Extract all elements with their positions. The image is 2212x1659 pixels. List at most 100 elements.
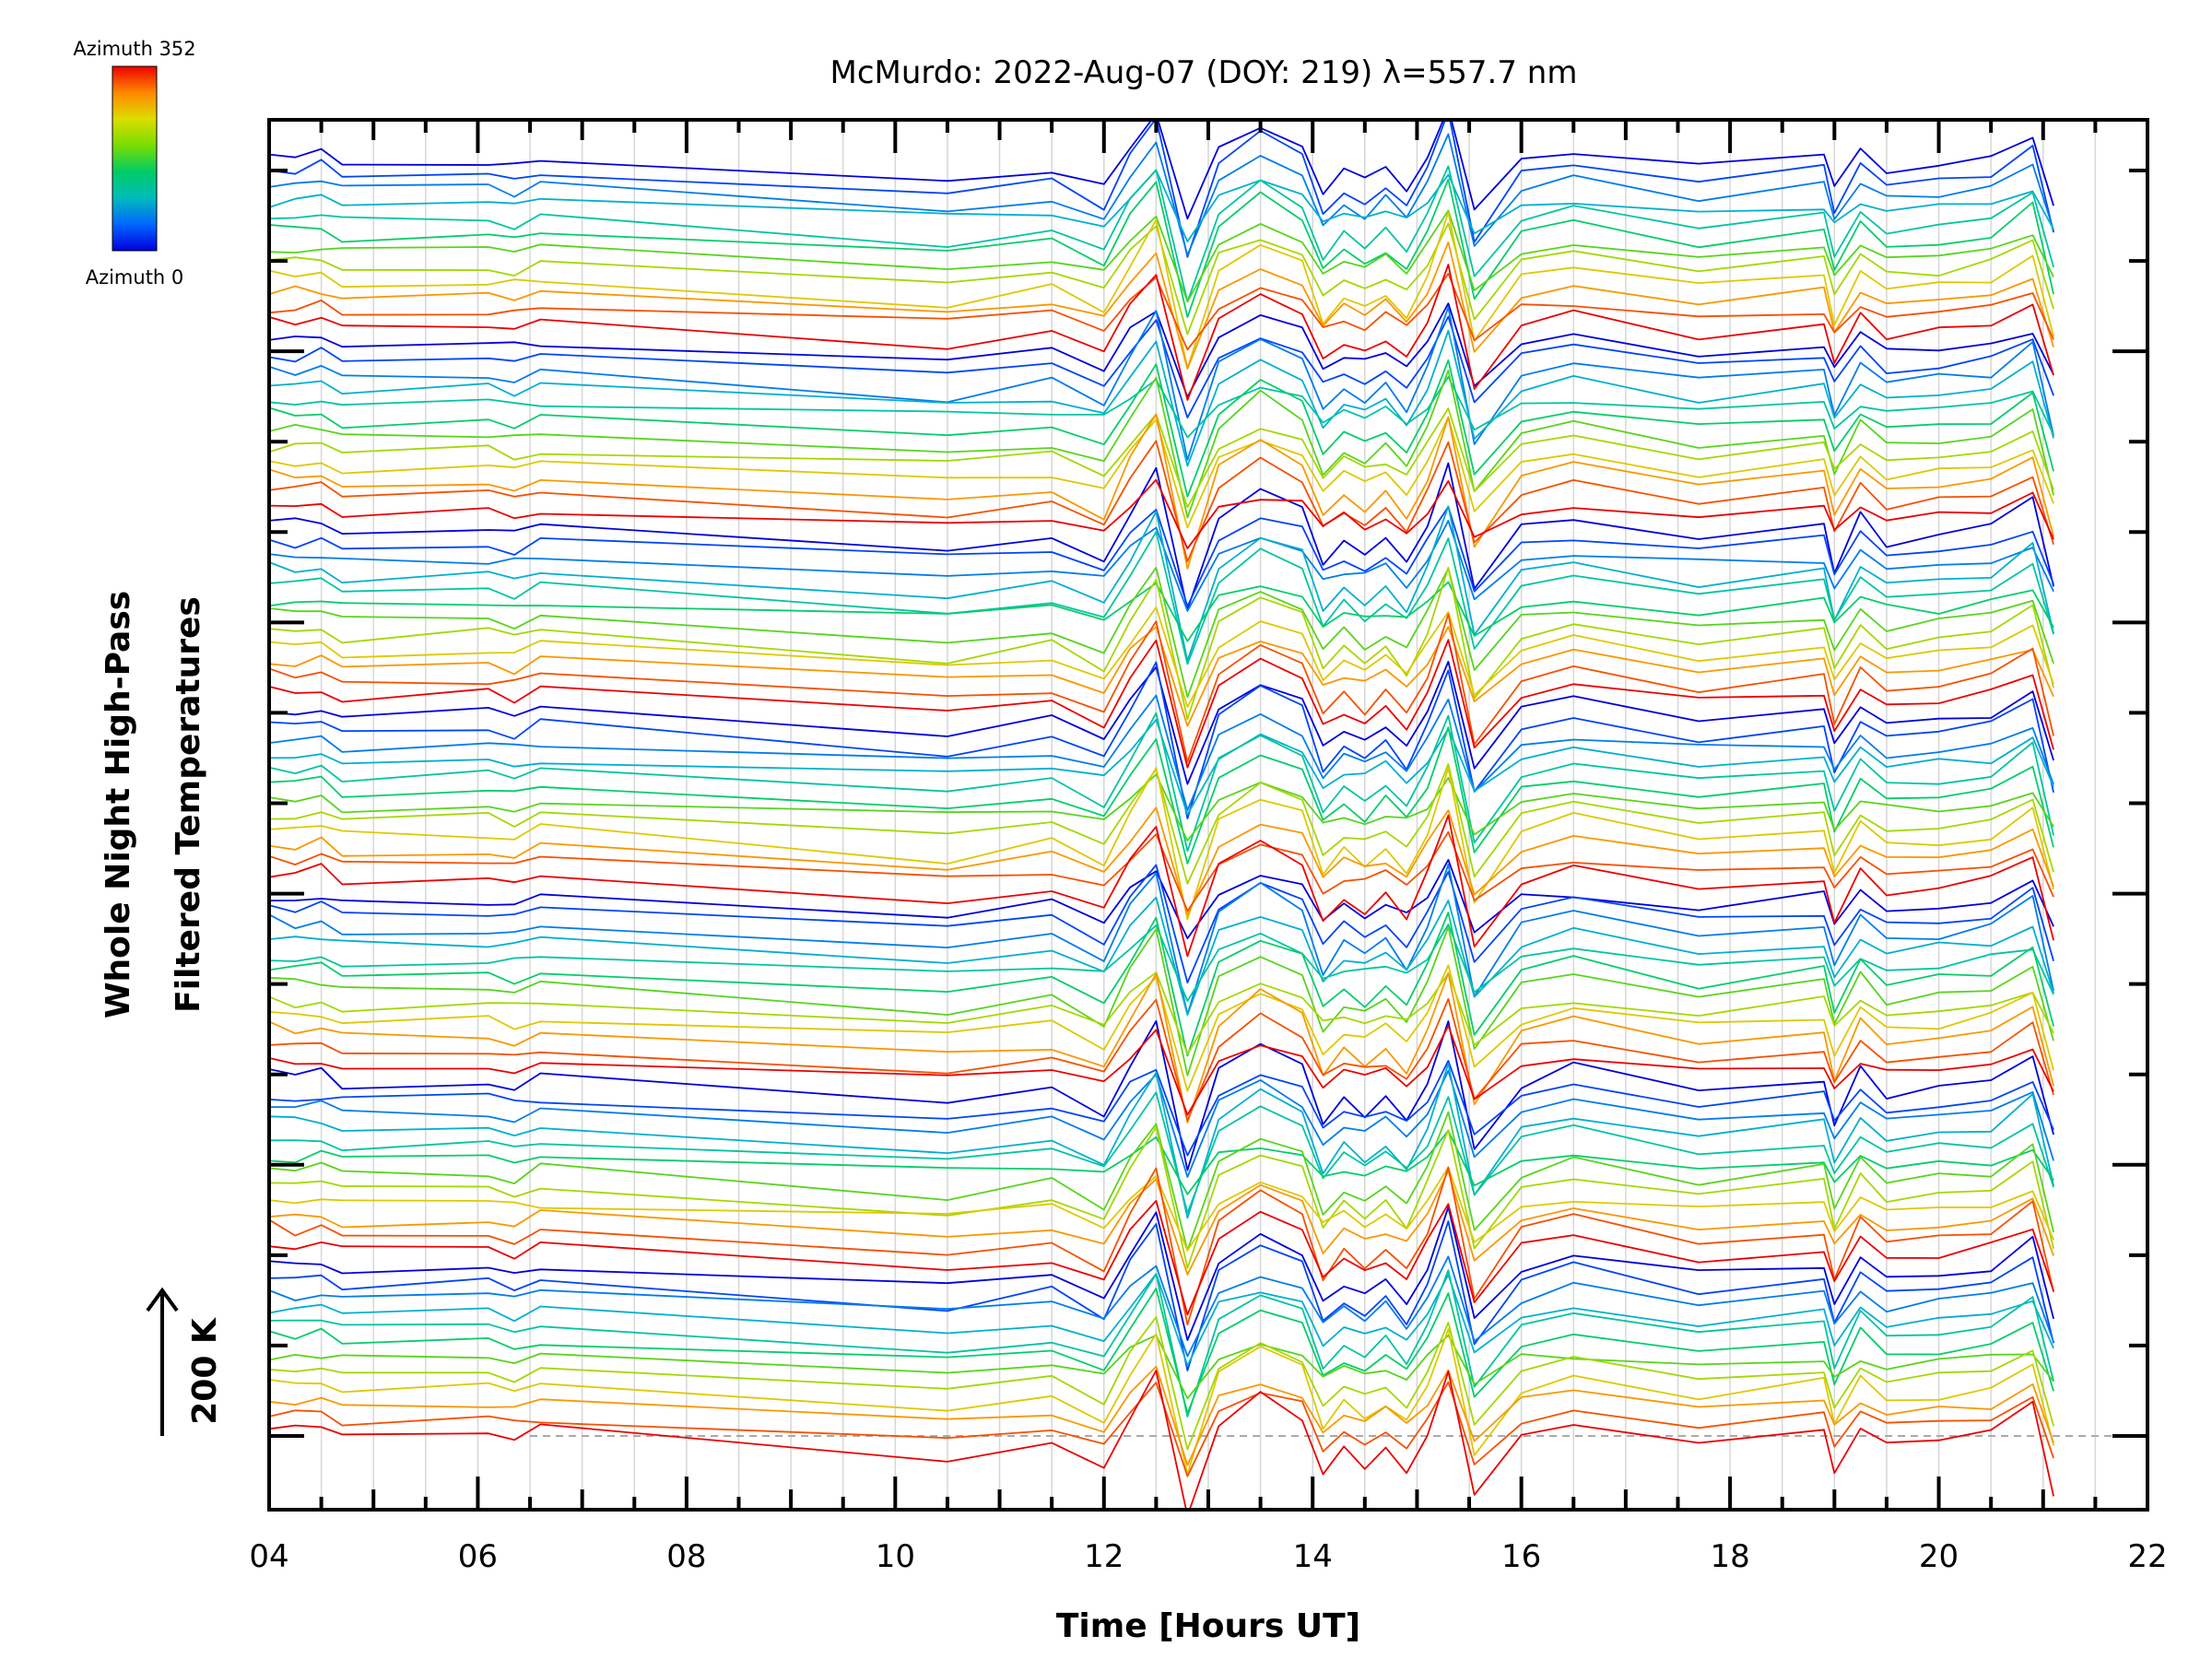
series-line bbox=[269, 814, 2054, 958]
series-line bbox=[269, 211, 2054, 370]
series-lines bbox=[269, 120, 2054, 1510]
series-line bbox=[269, 830, 2054, 912]
x-tick-label: 06 bbox=[458, 1538, 498, 1575]
x-tick-label: 18 bbox=[1710, 1538, 1749, 1575]
series-line bbox=[269, 272, 2054, 351]
colorbar bbox=[112, 65, 158, 252]
series-line bbox=[269, 567, 2054, 699]
series-line bbox=[269, 505, 2054, 662]
series-line bbox=[269, 209, 2054, 303]
series-line bbox=[269, 520, 2054, 612]
series-line bbox=[269, 896, 2054, 1016]
series-line bbox=[269, 1166, 2054, 1326]
series-line bbox=[269, 1206, 2054, 1341]
x-axis-label: Time [Hours UT] bbox=[1056, 1607, 1360, 1645]
series-line bbox=[269, 924, 2054, 1002]
series-line bbox=[269, 222, 2054, 335]
series-line bbox=[269, 859, 2054, 939]
series-line bbox=[269, 120, 2054, 258]
series-line bbox=[269, 767, 2054, 921]
series-line bbox=[269, 971, 2054, 1124]
series-line bbox=[269, 1063, 2054, 1219]
series-line bbox=[269, 369, 2054, 519]
series-line bbox=[269, 1255, 2054, 1358]
series-line bbox=[269, 726, 2054, 865]
series-line bbox=[269, 531, 2054, 665]
x-tick-label: 08 bbox=[666, 1538, 706, 1575]
scale-arrow bbox=[146, 1287, 179, 1436]
series-line bbox=[269, 1060, 2054, 1157]
series-line bbox=[269, 1069, 2054, 1178]
series-line bbox=[269, 1170, 2054, 1276]
series-line bbox=[269, 1334, 2054, 1400]
colorbar-top-label: Azimuth 352 bbox=[73, 38, 195, 60]
series-line bbox=[269, 1019, 2054, 1171]
y-ticks bbox=[269, 169, 2147, 1438]
series-line bbox=[269, 661, 2054, 785]
series-line bbox=[269, 315, 2054, 419]
series-line bbox=[269, 1166, 2054, 1252]
series-line bbox=[269, 506, 2054, 607]
series-line bbox=[269, 1370, 2054, 1510]
series-line bbox=[269, 639, 2054, 769]
series-line bbox=[269, 694, 2054, 811]
colorbar-bottom-label: Azimuth 0 bbox=[86, 266, 184, 288]
y-axis-label-line2: Filtered Temperatures bbox=[170, 596, 207, 1013]
series-line bbox=[269, 719, 2054, 816]
series-line bbox=[269, 462, 2054, 611]
series-line bbox=[269, 1111, 2054, 1252]
series-line bbox=[269, 264, 2054, 401]
series-line bbox=[269, 1269, 2054, 1418]
series-line bbox=[269, 329, 2054, 467]
series-line bbox=[269, 712, 2054, 853]
series-line bbox=[269, 661, 2054, 819]
x-tick-label: 12 bbox=[1084, 1538, 1124, 1575]
series-line bbox=[269, 306, 2054, 461]
series-line bbox=[269, 626, 2054, 727]
series-line bbox=[269, 613, 2054, 763]
series-line bbox=[269, 1091, 2054, 1214]
series-line bbox=[269, 165, 2054, 303]
series-line bbox=[269, 964, 2054, 1092]
scale-label: 200 K bbox=[186, 1317, 224, 1425]
series-line bbox=[269, 407, 2054, 509]
x-tick-labels: 04 06 08 10 12 14 16 18 20 22 bbox=[249, 1538, 2167, 1575]
series-line bbox=[269, 416, 2054, 529]
x-tick-label: 10 bbox=[876, 1538, 915, 1575]
series-line bbox=[269, 1273, 2054, 1367]
x-tick-label: 16 bbox=[1501, 1538, 1541, 1575]
series-line bbox=[269, 169, 2054, 243]
series-line bbox=[269, 912, 2054, 1057]
series-line bbox=[269, 971, 2054, 1055]
series-line bbox=[269, 1024, 2054, 1116]
series-line bbox=[269, 864, 2054, 1016]
series-line bbox=[269, 1288, 2054, 1415]
series-line bbox=[269, 241, 2054, 371]
series-line bbox=[269, 1316, 2054, 1451]
series-line bbox=[269, 1129, 2054, 1195]
series-line bbox=[269, 1328, 2054, 1476]
series-line bbox=[269, 133, 2054, 256]
series-line bbox=[269, 581, 2054, 642]
x-ticks bbox=[267, 120, 2149, 1510]
series-line bbox=[269, 806, 2054, 916]
series-line bbox=[269, 1365, 2054, 1466]
series-line bbox=[269, 566, 2054, 721]
series-line bbox=[269, 864, 2054, 983]
series-line bbox=[269, 763, 2054, 885]
series-line bbox=[269, 925, 2054, 1077]
series-line bbox=[269, 375, 2054, 439]
series-line bbox=[269, 413, 2054, 570]
series-line bbox=[269, 178, 2054, 319]
series-line bbox=[269, 1126, 2054, 1269]
series-line bbox=[269, 302, 2054, 398]
x-tick-label: 04 bbox=[249, 1538, 288, 1575]
series-line bbox=[269, 998, 2054, 1122]
x-tick-label: 22 bbox=[2127, 1538, 2167, 1575]
series-line bbox=[269, 1381, 2054, 1477]
series-line bbox=[269, 773, 2054, 841]
series-line bbox=[269, 1200, 2054, 1316]
chart-title: McMurdo: 2022-Aug-07 (DOY: 219) λ=557.7 … bbox=[830, 54, 1578, 91]
y-axis-label-line1: Whole Night High-Pass bbox=[100, 591, 137, 1018]
